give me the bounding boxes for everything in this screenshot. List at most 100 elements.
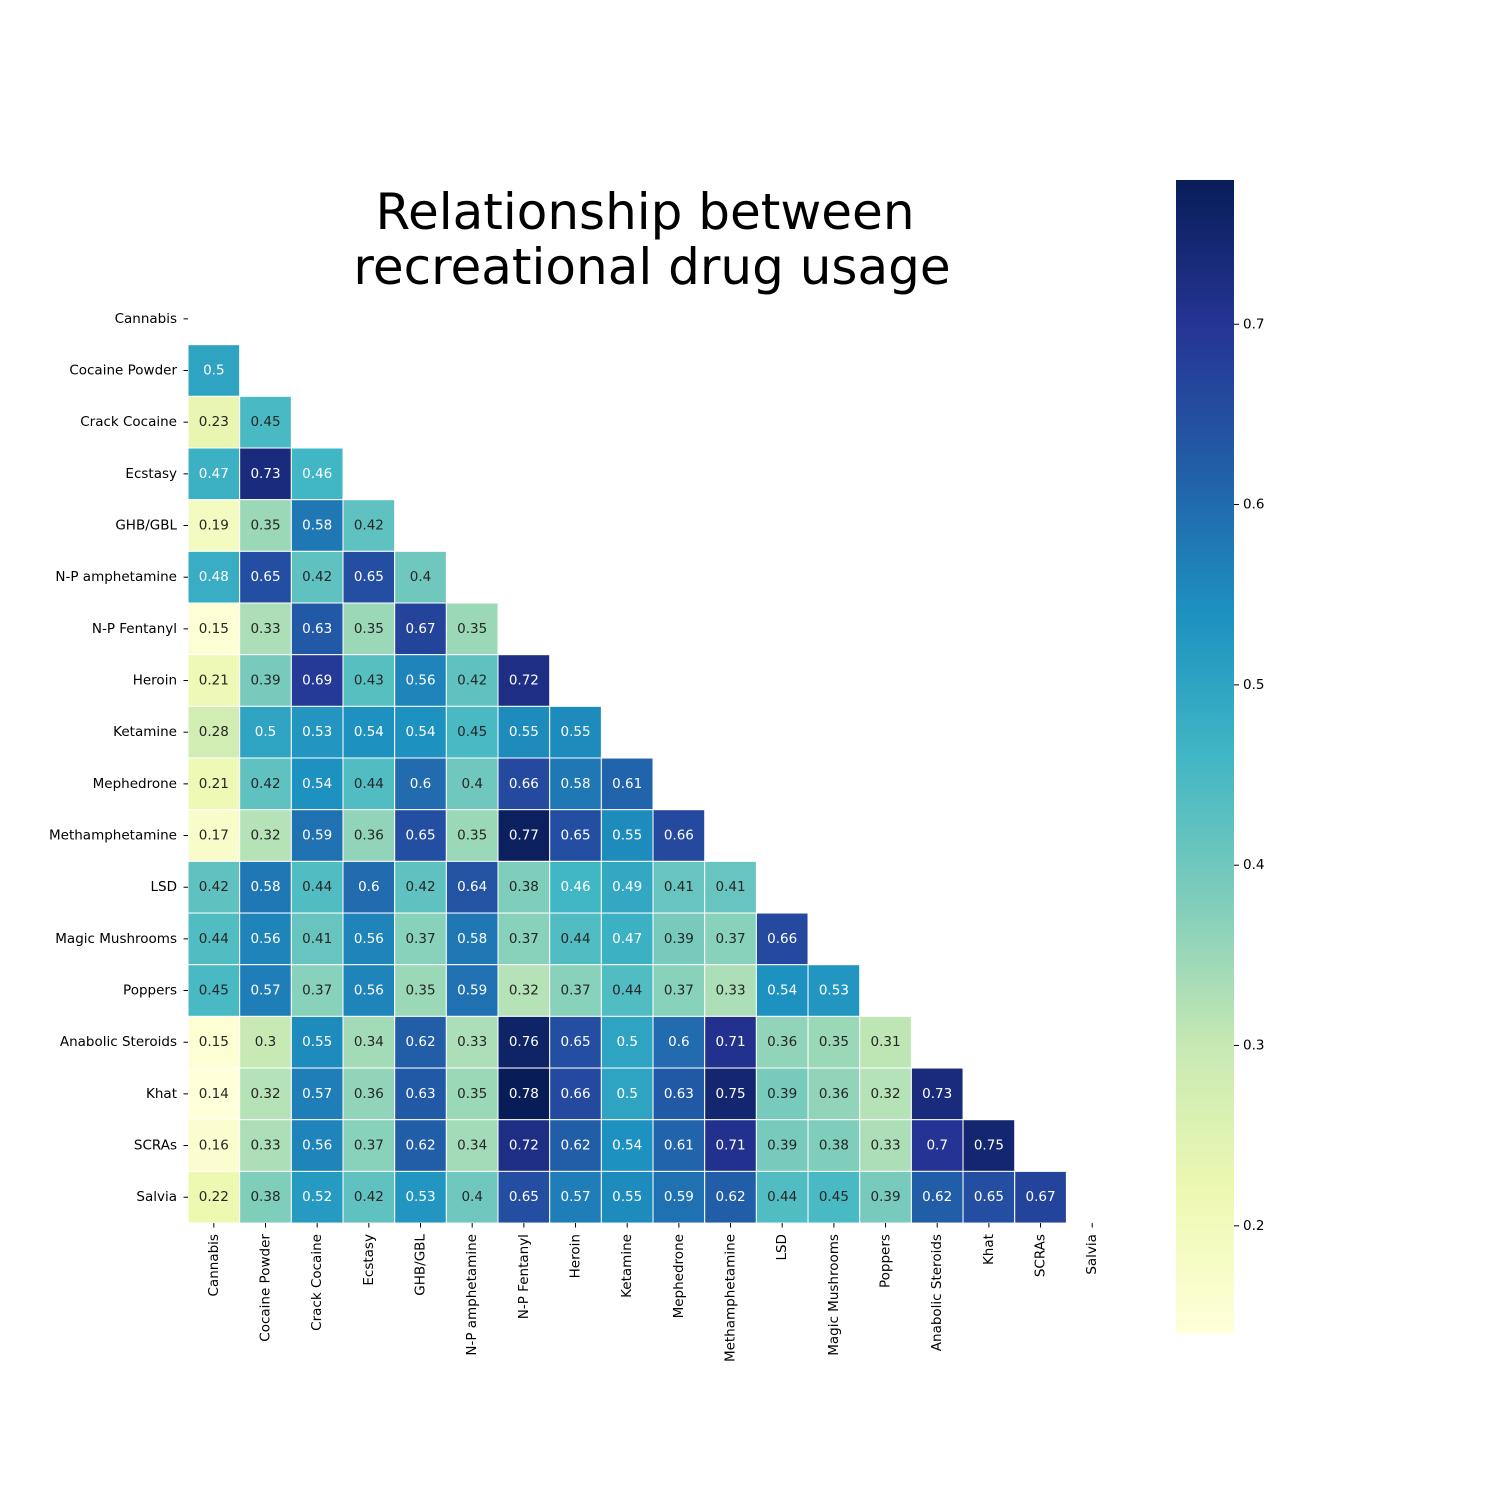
heatmap-cell xyxy=(497,1067,551,1121)
colorbar-tick-label: 0.2 xyxy=(1243,1218,1264,1234)
cell-value-label: 0.59 xyxy=(664,1189,694,1205)
cell-value-label: 0.42 xyxy=(354,518,384,534)
cell-value-label: 0.45 xyxy=(199,983,229,999)
heatmap-cell xyxy=(755,1170,809,1224)
cell-value-label: 0.44 xyxy=(767,1189,797,1205)
cell-value-label: 0.36 xyxy=(767,1034,797,1050)
cell-value-label: 0.45 xyxy=(819,1189,849,1205)
heatmap-cell xyxy=(652,1067,706,1121)
cell-value-label: 0.37 xyxy=(405,931,435,947)
cell-value-label: 0.58 xyxy=(457,931,487,947)
cell-value-label: 0.36 xyxy=(354,1086,384,1102)
heatmap-cell xyxy=(342,860,396,914)
heatmap-cell xyxy=(652,809,706,862)
heatmap-cell xyxy=(239,912,292,966)
cell-value-label: 0.48 xyxy=(199,569,229,585)
cell-value-label: 0.59 xyxy=(457,983,487,999)
y-tick-label: Khat xyxy=(146,1086,177,1102)
cell-value-label: 0.63 xyxy=(664,1086,694,1102)
heatmap-cell xyxy=(910,1170,964,1224)
heatmap-cell xyxy=(187,809,241,862)
x-tick-label: N-P amphetamine xyxy=(464,1234,480,1356)
x-tick-label: N-P Fentanyl xyxy=(516,1234,532,1319)
heatmap-cell xyxy=(859,1170,912,1224)
cell-value-label: 0.54 xyxy=(354,724,384,740)
heatmap-cell xyxy=(342,757,396,811)
heatmap-cell xyxy=(859,1015,912,1069)
heatmap-cell xyxy=(497,912,551,966)
cell-value-label: 0.17 xyxy=(199,828,229,844)
heatmap-cell xyxy=(187,912,241,966)
heatmap-cell xyxy=(239,550,292,604)
heatmap-cell xyxy=(445,912,499,966)
cell-value-label: 0.46 xyxy=(560,879,590,895)
cell-value-label: 0.76 xyxy=(509,1034,539,1050)
heatmap-cell xyxy=(290,1067,344,1121)
cell-value-label: 0.45 xyxy=(457,724,487,740)
cell-value-label: 0.71 xyxy=(716,1138,746,1154)
y-tick-label: Mephedrone xyxy=(93,776,177,792)
heatmap-cell xyxy=(290,447,344,501)
heatmap-cell xyxy=(962,1170,1016,1224)
cell-value-label: 0.58 xyxy=(250,879,280,895)
cell-value-label: 0.44 xyxy=(302,879,332,895)
heatmap-cell xyxy=(342,654,396,707)
cell-value-label: 0.55 xyxy=(612,828,642,844)
cell-value-label: 0.37 xyxy=(664,983,694,999)
heatmap-cell xyxy=(445,1015,499,1069)
cell-value-label: 0.32 xyxy=(250,1086,280,1102)
cell-value-label: 0.4 xyxy=(461,1189,482,1205)
x-tick-label: Cocaine Powder xyxy=(258,1234,274,1342)
cell-value-label: 0.37 xyxy=(509,931,539,947)
cell-value-label: 0.57 xyxy=(560,1189,590,1205)
heatmap-cell xyxy=(704,1015,757,1069)
heatmap-cell xyxy=(807,1067,861,1121)
heatmap-cell xyxy=(187,860,241,914)
cell-value-label: 0.56 xyxy=(354,983,384,999)
heatmap-cell xyxy=(704,1170,757,1224)
cell-value-label: 0.36 xyxy=(819,1086,849,1102)
heatmap-cell xyxy=(290,1119,344,1172)
cell-value-label: 0.38 xyxy=(819,1138,849,1154)
cell-value-label: 0.63 xyxy=(302,621,332,637)
y-tick-label: Magic Mushrooms xyxy=(55,931,177,947)
x-tick-label: Ketamine xyxy=(619,1234,635,1298)
y-tick-label: Heroin xyxy=(133,673,177,689)
heatmap-cell xyxy=(549,1119,602,1172)
chart-title: Relationship between recreational drug u… xyxy=(353,183,950,296)
heatmap-cell xyxy=(600,860,654,914)
y-tick-label: Poppers xyxy=(123,983,177,999)
cell-value-label: 0.33 xyxy=(716,983,746,999)
cell-value-label: 0.41 xyxy=(664,879,694,895)
cell-value-label: 0.37 xyxy=(302,983,332,999)
heatmap-cell xyxy=(342,964,396,1017)
heatmap-cell xyxy=(290,809,344,862)
heatmap-cell xyxy=(445,602,499,656)
heatmap-cell xyxy=(652,964,706,1017)
cell-value-label: 0.66 xyxy=(509,776,539,792)
cell-value-label: 0.14 xyxy=(199,1086,229,1102)
cell-value-label: 0.56 xyxy=(405,673,435,689)
cell-value-label: 0.37 xyxy=(560,983,590,999)
cell-value-label: 0.42 xyxy=(199,879,229,895)
heatmap-cell xyxy=(290,964,344,1017)
cell-value-label: 0.3 xyxy=(255,1034,276,1050)
cell-value-label: 0.36 xyxy=(354,828,384,844)
cell-value-label: 0.45 xyxy=(250,414,280,430)
y-tick-label: LSD xyxy=(151,879,178,895)
cell-value-label: 0.54 xyxy=(612,1138,642,1154)
heatmap-cell xyxy=(394,1015,447,1069)
cell-value-label: 0.39 xyxy=(871,1189,901,1205)
cell-value-label: 0.35 xyxy=(457,828,487,844)
x-tick-label: Cannabis xyxy=(206,1234,222,1296)
cell-value-label: 0.16 xyxy=(199,1138,229,1154)
heatmap-cell xyxy=(239,1067,292,1121)
heatmap-cell xyxy=(807,964,861,1017)
cell-value-label: 0.35 xyxy=(250,518,280,534)
heatmap-cell xyxy=(497,1170,551,1224)
heatmap-cell xyxy=(239,602,292,656)
y-tick-label: Methamphetamine xyxy=(49,828,177,844)
heatmap-cell xyxy=(600,757,654,811)
heatmap-cell xyxy=(910,1067,964,1121)
cell-value-label: 0.47 xyxy=(199,466,229,482)
